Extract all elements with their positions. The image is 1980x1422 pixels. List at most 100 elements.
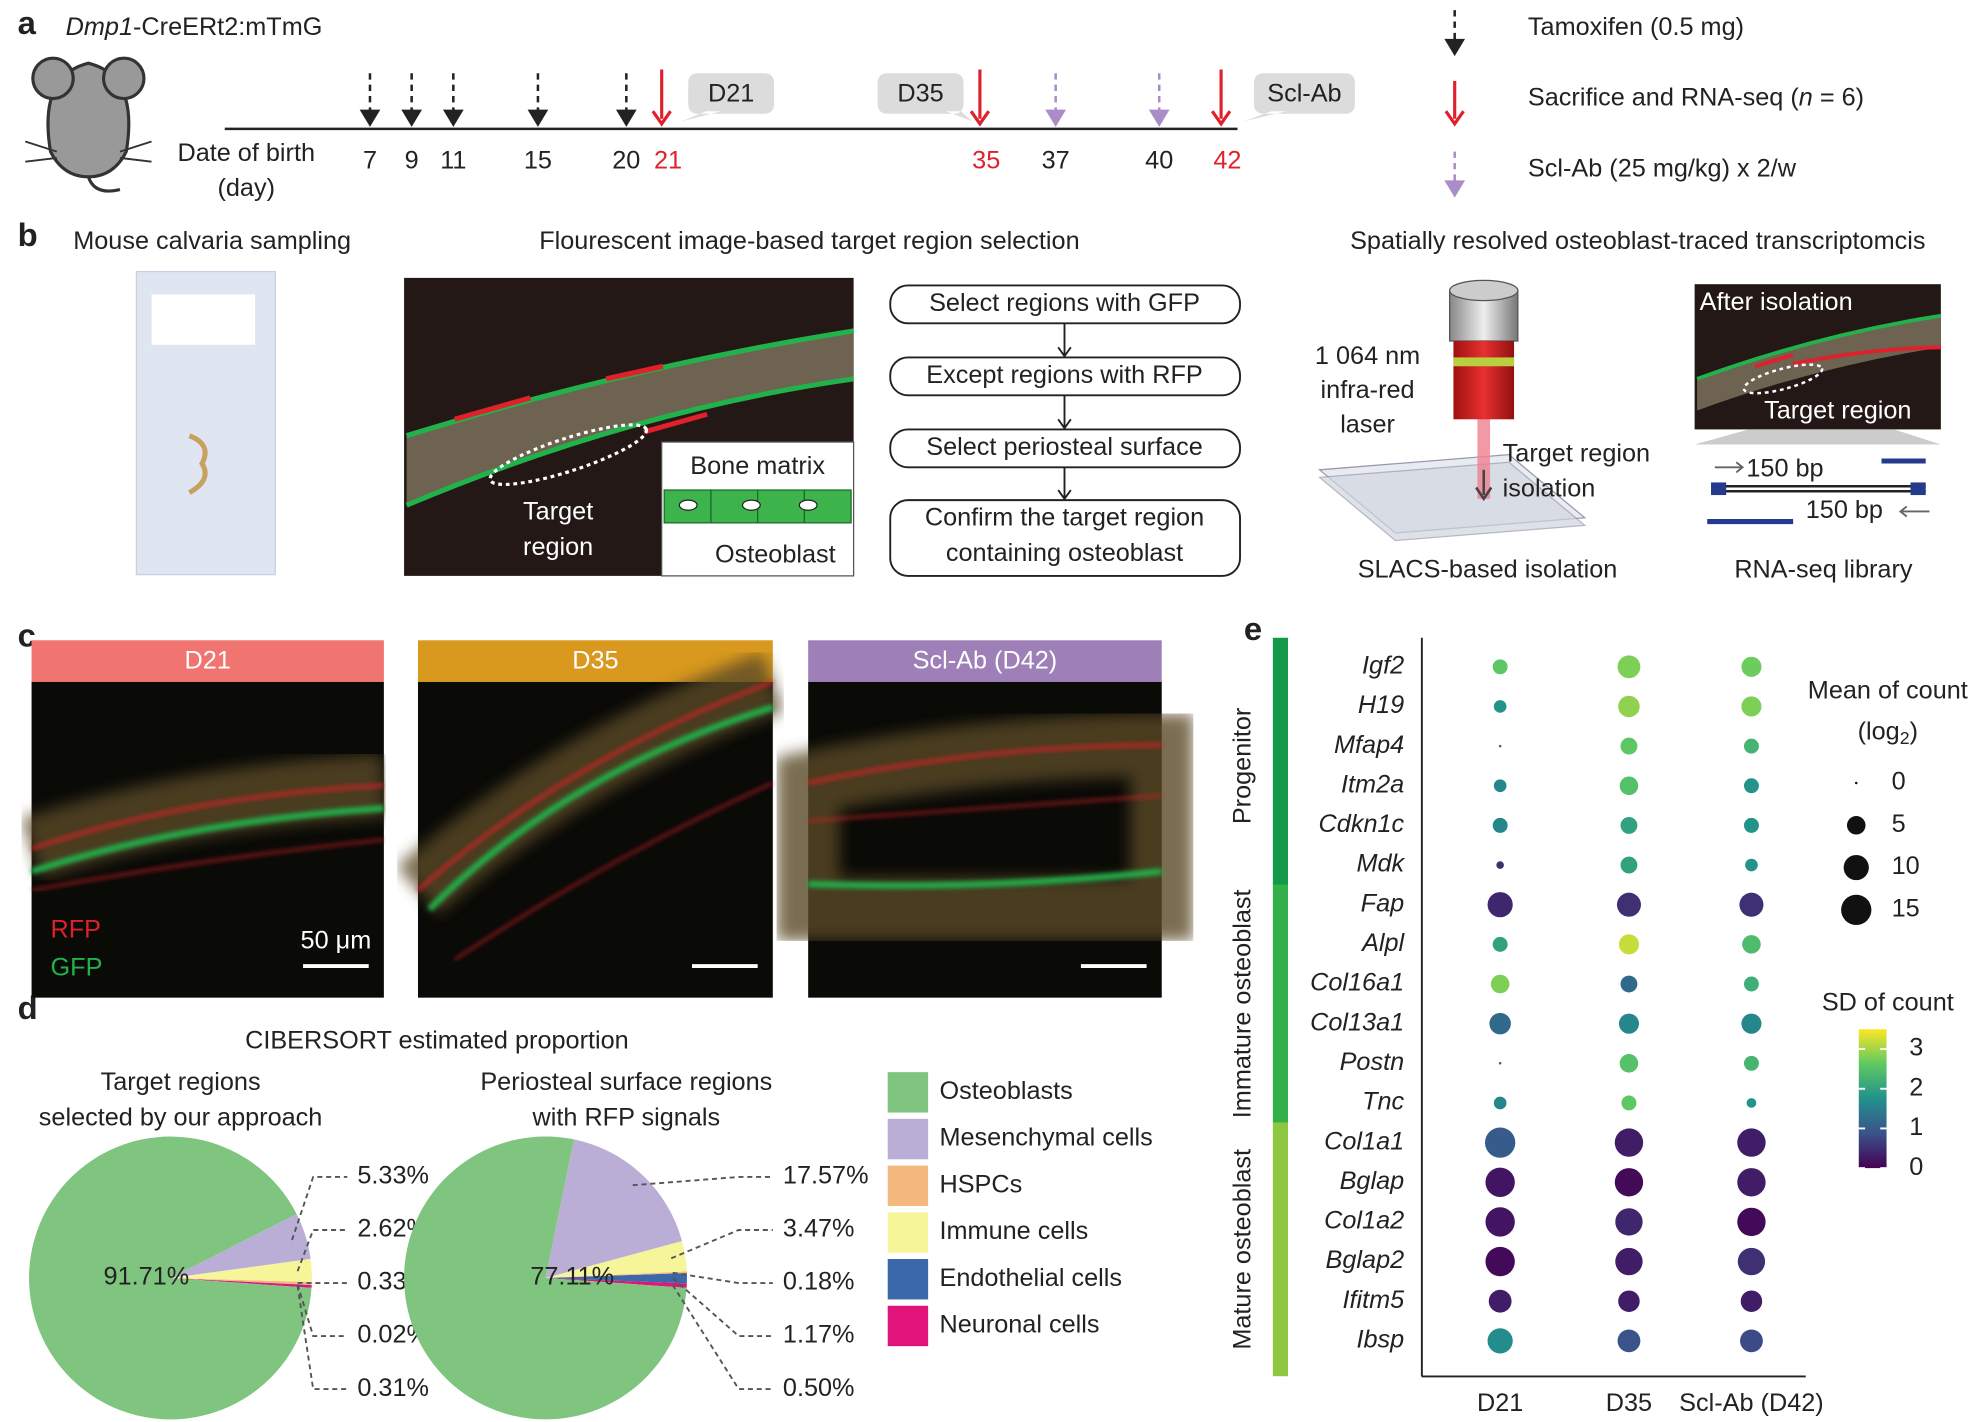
legend-title: (log2) [1858,717,1918,747]
micrograph-signal [32,786,384,891]
legend-swatch [887,1259,929,1300]
dot [1487,892,1513,918]
gene-label: Col1a1 [1324,1127,1404,1155]
legend-label: Sacrifice and RNA-seq (n = 6) [1528,83,1864,111]
legend-swatch [887,1212,929,1253]
legend-swatch [887,1305,929,1347]
group-label: Progenitor [1228,708,1256,824]
event-arrow [615,73,637,127]
panel-label: d [18,989,38,1026]
dot [1739,892,1764,917]
leader-line [672,1277,773,1338]
mouse-icon [24,56,152,193]
caption: RNA-seq library [1734,556,1913,584]
day-label: 42 [1213,146,1241,174]
dot [1618,1290,1640,1312]
event-arrow [401,73,423,127]
dot [1498,744,1502,748]
arrow-head [969,110,991,127]
pie-callout-label: 0.50% [783,1374,855,1402]
pie-title: Target regions [101,1068,261,1096]
flow-step [889,499,1241,577]
gene-label: Bglap2 [1326,1246,1405,1274]
legend-label: HSPCs [939,1170,1022,1198]
slide [135,270,276,576]
group-bar [1272,1122,1289,1377]
size-legend-label: 5 [1892,810,1906,838]
event-arrow [1210,69,1232,127]
leader-line [291,1176,348,1241]
legend-label: Endothelial cells [939,1264,1121,1292]
size-legend-dot [1843,854,1869,881]
panel-title: CIBERSORT estimated proportion [245,1027,629,1055]
pie-slice [545,1139,683,1278]
event-arrow [1444,80,1465,127]
flow-step-label: Except regions with RFP [926,361,1202,389]
dot [1493,779,1507,793]
dot [1743,817,1759,833]
laser-label: 1 064 nm [1315,342,1420,370]
green-signal [429,707,772,909]
day-label: 15 [524,146,552,174]
dot [1489,1012,1511,1035]
axis-label: (day) [217,174,275,202]
gene-label: Col16a1 [1310,969,1404,997]
pie-slice [170,1277,312,1285]
pie-callout-label: 5.33% [357,1162,429,1190]
dot [1615,1208,1643,1236]
pie-title: selected by our approach [39,1104,323,1132]
panel-label: e [1244,610,1262,647]
inset-label: Osteoblast [715,540,836,568]
legend-swatch [887,1118,929,1160]
arrow-head [1045,109,1067,127]
pie-slice [170,1213,311,1278]
event-arrow [969,69,991,127]
arrow-head [1444,38,1466,57]
day-label: 20 [612,146,640,174]
gene-label: Itm2a [1341,770,1404,798]
dot [1618,1013,1640,1034]
leader-line [670,1229,773,1260]
scale-label: 50 μm [301,927,372,955]
strain-rest: -CreERt2:mTmG [133,13,322,41]
size-legend-label: 15 [1892,895,1920,923]
dot [1620,816,1638,834]
channel-label: GFP [51,953,103,981]
dot [1743,976,1759,992]
day-label: 9 [405,146,419,174]
arrow-head [651,110,672,127]
arrow-head [1210,110,1232,127]
panel-title: Mouse calvaria sampling [73,227,351,255]
size-legend-dot [1846,815,1866,835]
legend-swatch [887,1072,929,1113]
dot [1618,695,1640,718]
dot [1740,1329,1763,1353]
legend-swatch [887,1165,929,1206]
flow-arrow [1057,323,1072,358]
flow-arrow [1057,395,1072,430]
legend-label: Immune cells [939,1217,1088,1245]
dot [1485,1167,1515,1197]
dot [1743,778,1759,794]
day-label: 21 [654,146,682,174]
legend-label-part: = 6) [1813,83,1864,111]
panel-label: b [18,216,38,253]
image-header [808,640,1162,682]
dot [1617,1329,1641,1353]
size-legend-label: 10 [1892,852,1920,880]
channel-label: RFP [51,915,102,943]
pie-callout-label: 17.57% [783,1162,869,1190]
dot [1496,861,1504,869]
panel-label: a [18,4,37,41]
after-isolation-scheme [1694,284,1942,525]
callout-bubble [877,73,973,122]
size-legend-label: 0 [1892,768,1906,796]
gene-label: Fap [1361,889,1405,917]
legend-label-part: Tamoxifen (0.5 mg) [1528,13,1744,41]
dot [1498,1062,1502,1065]
micrograph-signal [418,682,773,960]
pie-slice [545,1271,687,1278]
callout-label: Scl-Ab [1267,79,1341,107]
micrograph-signal [808,745,1162,909]
